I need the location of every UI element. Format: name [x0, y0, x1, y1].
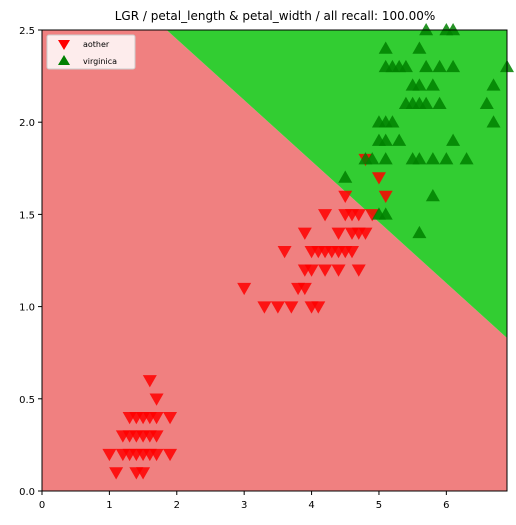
legend-marker-aother	[58, 40, 70, 50]
data-point-virginica	[378, 133, 393, 146]
data-point-virginica	[338, 170, 353, 183]
data-point-virginica	[378, 152, 393, 165]
data-point-aother	[378, 190, 393, 203]
data-point-virginica	[378, 41, 393, 54]
data-point-aother	[270, 301, 285, 314]
y-axis: 0.0 0.5 1.0 1.5 2.0 2.5	[19, 26, 42, 498]
data-point-aother	[331, 264, 346, 277]
data-point-virginica	[432, 59, 447, 73]
x-tick-label: 5	[376, 500, 382, 511]
data-point-aother	[297, 227, 312, 240]
data-point-aother	[149, 448, 164, 462]
data-point-aother	[358, 227, 373, 240]
data-point-virginica	[412, 41, 427, 54]
data-point-virginica	[459, 152, 474, 165]
data-point-virginica	[419, 59, 434, 73]
data-point-aother	[149, 393, 164, 406]
data-point-virginica	[385, 115, 400, 128]
data-point-virginica	[486, 115, 501, 128]
data-point-virginica	[419, 23, 434, 36]
data-point-virginica	[439, 152, 454, 165]
legend-box	[46, 34, 136, 70]
data-point-aother	[318, 209, 333, 222]
x-axis: 0 1 2 3 4 5 6	[39, 491, 450, 511]
y-tick-label: 0.5	[19, 395, 35, 406]
data-point-aother	[136, 467, 151, 480]
legend-label-virginica: virginica	[83, 57, 117, 66]
data-point-virginica	[425, 152, 440, 165]
data-point-virginica	[479, 96, 494, 110]
y-tick-label: 0.0	[19, 487, 35, 498]
x-tick-label: 6	[443, 500, 449, 511]
y-tick-label: 1.0	[19, 303, 35, 314]
data-point-virginica	[446, 59, 461, 73]
data-point-aother	[149, 411, 164, 425]
plot-frame	[41, 29, 508, 492]
data-point-virginica	[392, 133, 407, 146]
data-point-virginica	[365, 152, 380, 165]
data-point-aother	[129, 411, 144, 425]
x-tick-label: 1	[106, 500, 112, 511]
data-point-aother	[304, 264, 319, 277]
data-point-aother	[331, 227, 346, 240]
data-point-aother	[345, 246, 359, 259]
data-point-virginica	[446, 23, 461, 36]
data-point-aother	[277, 246, 292, 259]
chart-title: LGR / petal_length & petal_width / all r…	[115, 9, 436, 23]
data-point-virginica	[412, 225, 427, 239]
x-tick-label: 0	[39, 500, 45, 511]
data-point-aother	[163, 411, 178, 425]
data-point-aother	[142, 430, 157, 443]
points-layer	[102, 23, 514, 480]
data-point-virginica	[398, 59, 413, 73]
data-point-aother	[351, 264, 366, 277]
data-point-aother	[237, 282, 252, 296]
legend-label-aother: aother	[83, 40, 110, 49]
data-point-virginica	[412, 152, 427, 165]
data-point-aother	[109, 467, 124, 480]
data-point-aother	[102, 448, 117, 462]
data-point-aother	[371, 172, 386, 185]
data-point-aother	[163, 448, 178, 462]
region-aother	[42, 30, 507, 491]
data-point-aother	[297, 282, 312, 296]
legend: aother virginica	[46, 34, 136, 70]
data-point-virginica	[425, 188, 440, 202]
y-tick-label: 2.5	[19, 26, 35, 37]
data-point-aother	[351, 209, 366, 222]
y-tick-label: 2.0	[19, 118, 35, 129]
x-tick-label: 2	[174, 500, 180, 511]
data-point-aother	[338, 190, 353, 203]
data-point-aother	[142, 375, 157, 388]
data-point-virginica	[378, 207, 393, 220]
data-point-virginica	[419, 96, 434, 110]
x-tick-label: 3	[241, 500, 247, 511]
data-point-aother	[284, 301, 299, 314]
data-point-virginica	[412, 78, 427, 91]
data-point-aother	[318, 264, 333, 277]
data-point-virginica	[432, 96, 447, 110]
data-point-virginica	[425, 78, 440, 91]
data-point-aother	[311, 301, 326, 314]
plot-area	[41, 23, 514, 492]
data-point-aother	[115, 430, 130, 443]
legend-marker-virginica	[58, 55, 70, 65]
y-tick-label: 1.5	[19, 210, 35, 221]
x-tick-label: 4	[308, 500, 314, 511]
data-point-virginica	[486, 78, 501, 91]
data-point-aother	[257, 301, 272, 314]
data-point-virginica	[446, 133, 461, 146]
data-point-aother	[365, 209, 380, 222]
